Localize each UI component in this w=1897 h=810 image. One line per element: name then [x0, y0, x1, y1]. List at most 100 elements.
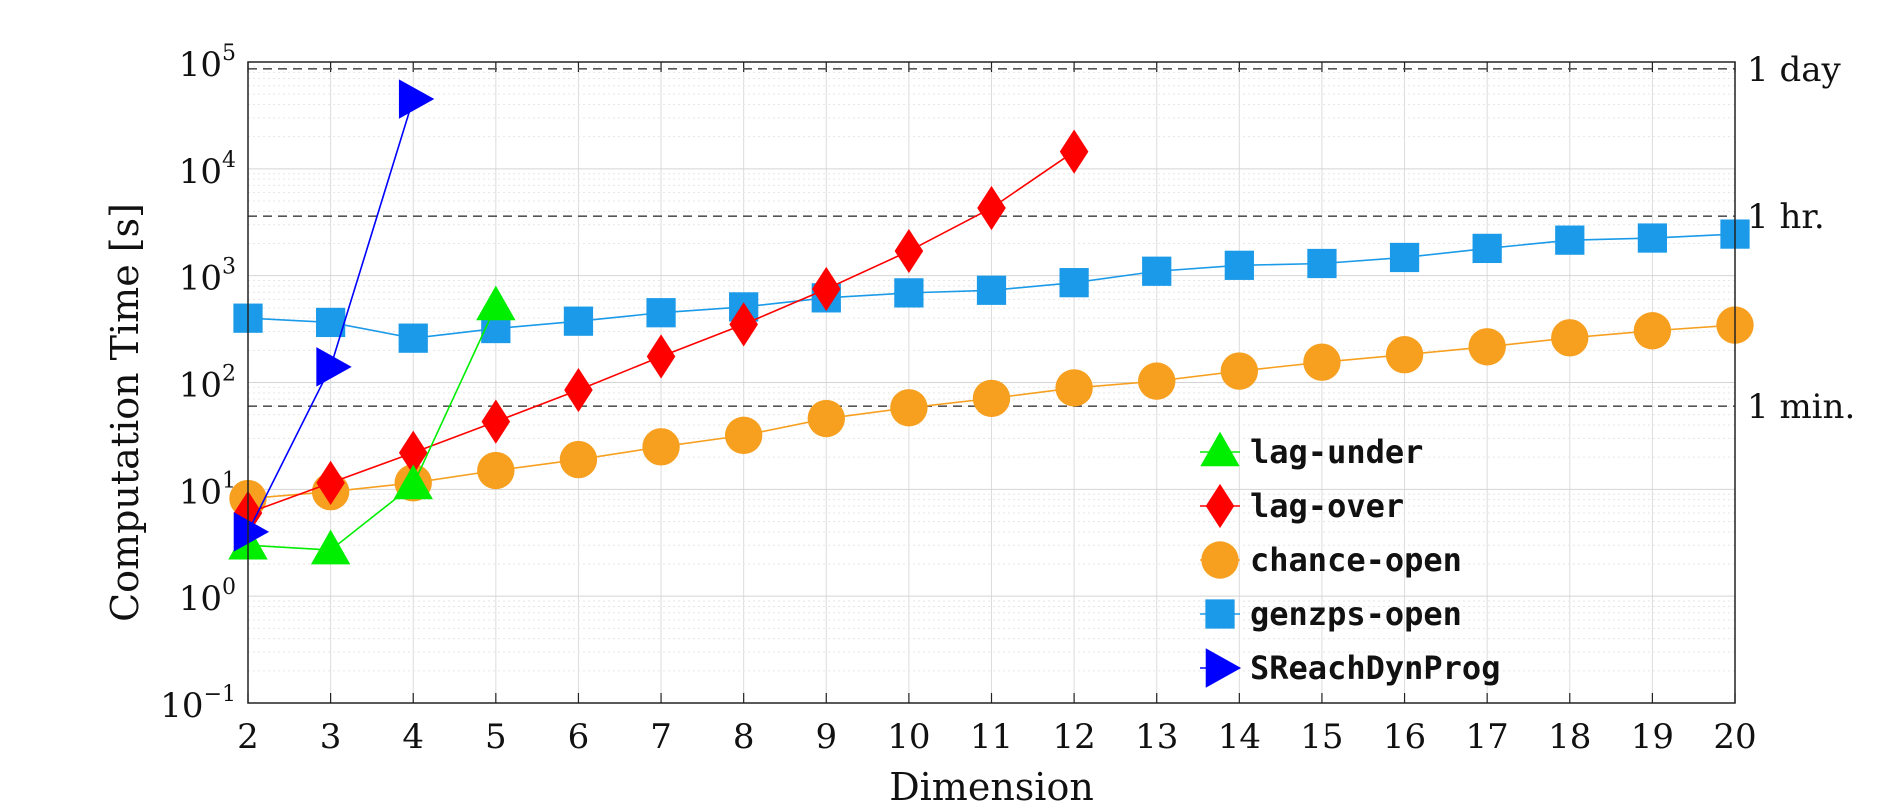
x-tick-label: 19: [1631, 717, 1674, 757]
y-axis-title: Computation Time [s]: [103, 203, 147, 622]
x-tick-label: 18: [1548, 717, 1591, 757]
reference-lines: 1 day 1 hr. 1 min.: [248, 50, 1855, 427]
legend-marker-genzps-open: [1205, 599, 1235, 629]
series-SReachDynProg: [233, 79, 435, 552]
x-tick-label: 4: [402, 717, 424, 757]
x-tick-label: 13: [1135, 717, 1178, 757]
data-point-chance-open: [477, 451, 515, 490]
data-point-SReachDynProg: [316, 347, 352, 387]
legend-entry: SReachDynProg: [1200, 648, 1500, 688]
series-lag-under: [228, 285, 516, 565]
y-tick-label: 101: [179, 468, 236, 512]
data-point-genzps-open: [563, 306, 594, 336]
x-tick-label: 16: [1383, 717, 1426, 757]
data-point-chance-open: [1468, 328, 1506, 366]
data-point-genzps-open: [976, 275, 1007, 305]
data-point-chance-open: [724, 416, 763, 455]
data-point-chance-open: [559, 440, 598, 479]
legend-label: chance-open: [1250, 541, 1462, 579]
legend: lag-under lag-over chance-open genzps-open S…: [1200, 431, 1500, 688]
data-point-genzps-open: [1555, 225, 1585, 255]
legend-marker-SReachDynProg: [1205, 648, 1242, 688]
x-tick-label: 5: [485, 717, 507, 757]
data-point-lag-over: [729, 302, 758, 347]
data-point-genzps-open: [398, 323, 428, 353]
plot-frame: [247, 61, 1736, 704]
x-tick-label: 15: [1300, 717, 1343, 757]
data-point-chance-open: [807, 399, 845, 438]
data-point-lag-over: [977, 185, 1006, 231]
data-point-genzps-open: [1224, 250, 1254, 280]
y-tick-labels: 105 104 103 102 101 100 10−1: [160, 41, 236, 726]
data-point-genzps-open: [1142, 256, 1172, 286]
data-point-genzps-open: [1389, 242, 1420, 273]
x-tick-label: 8: [733, 717, 755, 757]
series-lag-over: [233, 129, 1089, 536]
data-point-lag-over: [1059, 129, 1089, 174]
x-axis-title: Dimension: [889, 765, 1094, 809]
series-genzps-open: [233, 219, 1750, 353]
data-point-chance-open: [1138, 362, 1176, 400]
legend-label: lag-over: [1250, 487, 1404, 525]
x-tick-label: 20: [1713, 717, 1756, 757]
x-tick-label: 12: [1052, 717, 1095, 757]
data-point-genzps-open: [1059, 268, 1089, 298]
data-point-lag-over: [646, 334, 676, 379]
data-point-lag-under: [393, 464, 433, 500]
data-point-genzps-open: [646, 298, 676, 328]
y-tick-label: 100: [179, 575, 236, 619]
legend-marker-lag-over: [1205, 483, 1235, 529]
data-point-lag-over: [894, 228, 924, 274]
legend-label: SReachDynProg: [1250, 649, 1500, 687]
data-point-lag-over: [316, 460, 345, 505]
data-point-chance-open: [642, 428, 680, 466]
data-point-lag-under: [310, 529, 351, 565]
y-tick-label: 103: [179, 255, 236, 299]
legend-entry: genzps-open: [1200, 595, 1462, 633]
data-point-SReachDynProg: [398, 79, 435, 119]
reference-line-label: 1 day: [1747, 50, 1841, 90]
data-point-genzps-open: [1307, 248, 1337, 279]
data-point-chance-open: [1551, 319, 1589, 357]
legend-marker-chance-open: [1201, 541, 1239, 579]
series-line-lag-under: [247, 305, 497, 551]
legend-marker-lag-under: [1200, 431, 1240, 467]
data-point-chance-open: [972, 379, 1011, 418]
data-point-genzps-open: [894, 278, 924, 308]
series-layer: [228, 79, 1754, 565]
x-tick-label: 7: [650, 717, 672, 757]
data-point-lag-over: [481, 399, 511, 444]
data-point-lag-over: [564, 367, 593, 413]
data-point-lag-under: [476, 285, 516, 321]
data-point-genzps-open: [1637, 223, 1668, 253]
x-tick-label: 9: [815, 717, 837, 757]
legend-label: lag-under: [1250, 433, 1423, 471]
data-point-chance-open: [1055, 369, 1093, 407]
legend-entry: chance-open: [1200, 541, 1462, 579]
data-point-lag-over: [811, 266, 841, 312]
data-point-chance-open: [890, 389, 928, 427]
legend-entry: lag-over: [1200, 483, 1404, 529]
y-tick-label: 102: [179, 362, 236, 406]
data-point-genzps-open: [315, 307, 346, 338]
x-tick-label: 6: [568, 717, 590, 757]
legend-entry: lag-under: [1200, 431, 1423, 471]
x-tick-label: 17: [1466, 717, 1509, 757]
y-tick-label: 10−1: [160, 682, 236, 726]
data-point-chance-open: [1385, 336, 1424, 374]
x-tick-label: 10: [887, 717, 930, 757]
data-point-genzps-open: [1472, 233, 1502, 264]
y-tick-label: 104: [179, 148, 236, 192]
x-tick-label: 3: [320, 717, 342, 757]
x-tick-labels: 2 3 4 5 6 7 8 9 10 11 12 13 14 15 16 17 18 19 20: [237, 717, 1756, 757]
data-point-lag-over: [398, 430, 428, 475]
legend-label: genzps-open: [1250, 595, 1462, 633]
data-point-SReachDynProg: [233, 512, 270, 552]
reference-line-label: 1 min.: [1747, 387, 1855, 427]
y-tick-label: 105: [179, 41, 236, 85]
data-point-chance-open: [1633, 312, 1672, 350]
x-tick-label: 2: [237, 717, 259, 757]
data-point-chance-open: [1303, 343, 1341, 381]
data-point-chance-open: [1220, 352, 1259, 390]
